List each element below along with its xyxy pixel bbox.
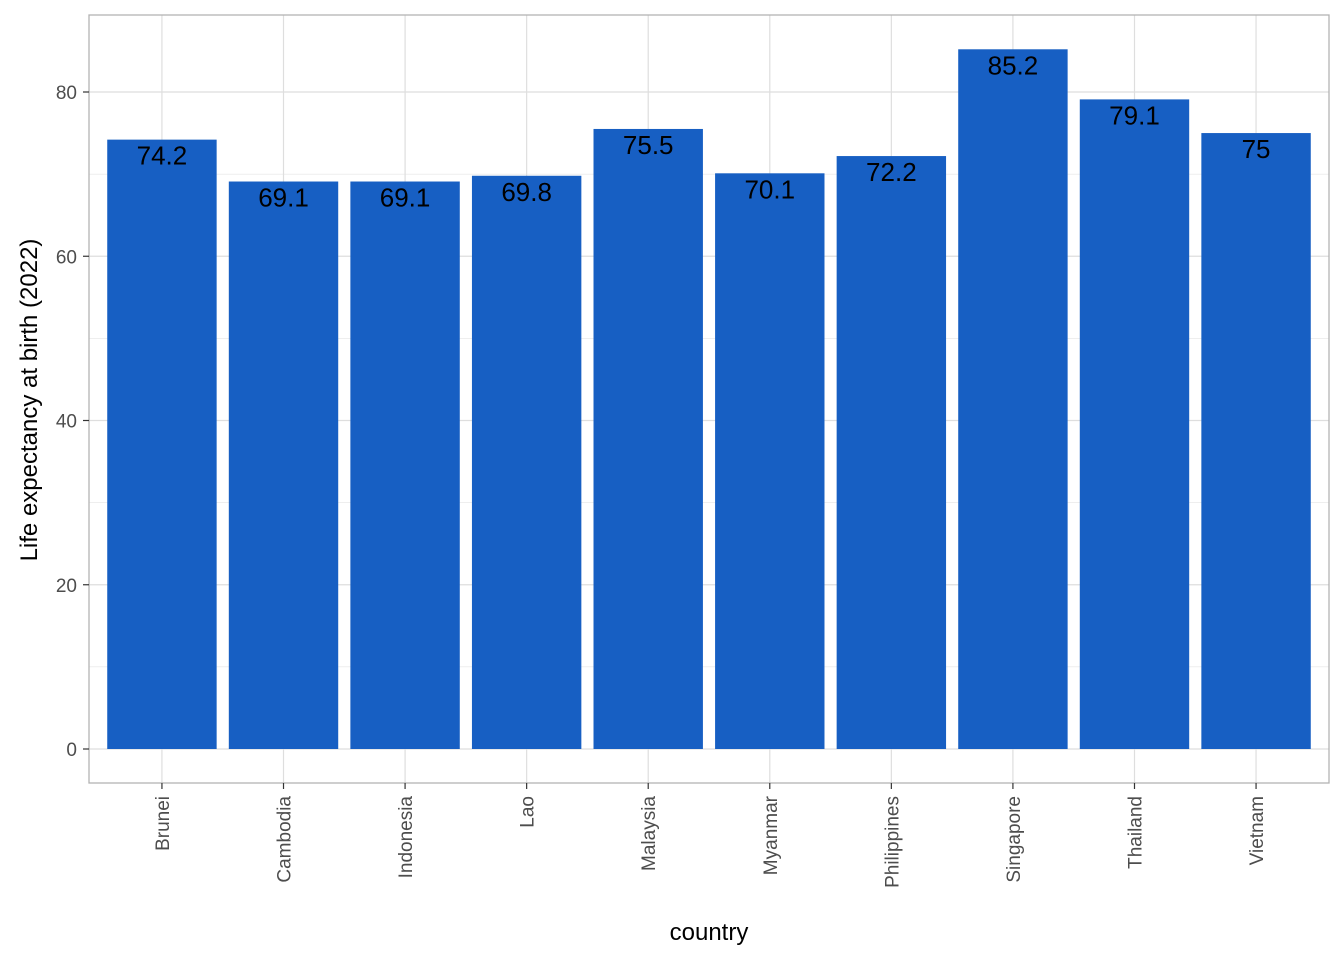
bar-vietnam bbox=[1201, 133, 1311, 749]
value-label-malaysia: 75.5 bbox=[623, 130, 674, 160]
bar-philippines bbox=[836, 156, 947, 749]
y-tick-label: 80 bbox=[56, 83, 77, 104]
y-tick-label: 20 bbox=[56, 576, 77, 597]
value-label-myanmar: 70.1 bbox=[744, 174, 795, 204]
value-label-lao: 69.8 bbox=[501, 177, 552, 207]
y-axis-title: Life expectancy at birth (2022) bbox=[16, 239, 43, 562]
y-axis-ticks: 0 20 40 60 80 bbox=[56, 83, 89, 761]
bar-indonesia bbox=[350, 181, 460, 750]
x-tick-label-lao: Lao bbox=[518, 796, 539, 828]
panel-border bbox=[88, 14, 1330, 784]
bar-thailand bbox=[1079, 99, 1190, 750]
value-label-singapore: 85.2 bbox=[988, 50, 1039, 80]
value-label-indonesia: 69.1 bbox=[380, 183, 431, 213]
value-label-philippines: 72.2 bbox=[866, 157, 917, 187]
x-tick-label-thailand: Thailand bbox=[1125, 796, 1146, 869]
value-label-thailand: 79.1 bbox=[1109, 100, 1160, 130]
bar-malaysia bbox=[593, 128, 703, 750]
bar-singapore bbox=[958, 49, 1068, 750]
bar-brunei bbox=[107, 139, 217, 749]
x-tick-label-vietnam: Vietnam bbox=[1247, 796, 1268, 865]
x-axis-title: country bbox=[670, 919, 749, 946]
value-label-cambodia: 69.1 bbox=[258, 183, 309, 213]
x-tick-label-brunei: Brunei bbox=[153, 796, 174, 851]
value-labels-group: 74.2 69.1 69.1 69.8 75.5 70.1 72.2 85.2 79.1 75 bbox=[137, 50, 1271, 212]
y-tick-label: 40 bbox=[56, 412, 77, 433]
y-tick-label: 0 bbox=[66, 740, 77, 761]
bar-myanmar bbox=[715, 173, 825, 749]
x-axis-ticks: Brunei Cambodia Indonesia Lao Malaysia Myanma… bbox=[153, 783, 1268, 888]
bar-cambodia bbox=[228, 181, 339, 750]
x-tick-label-cambodia: Cambodia bbox=[275, 796, 296, 883]
bar-lao bbox=[471, 175, 582, 749]
value-label-brunei: 74.2 bbox=[137, 141, 188, 171]
x-tick-label-singapore: Singapore bbox=[1004, 796, 1025, 883]
bars-group bbox=[107, 49, 1311, 750]
y-tick-label: 60 bbox=[56, 247, 77, 268]
x-tick-label-philippines: Philippines bbox=[882, 796, 903, 888]
x-tick-label-myanmar: Myanmar bbox=[761, 795, 782, 875]
x-tick-label-malaysia: Malaysia bbox=[639, 796, 660, 871]
x-tick-label-indonesia: Indonesia bbox=[396, 796, 417, 879]
value-label-vietnam: 75 bbox=[1242, 134, 1271, 164]
